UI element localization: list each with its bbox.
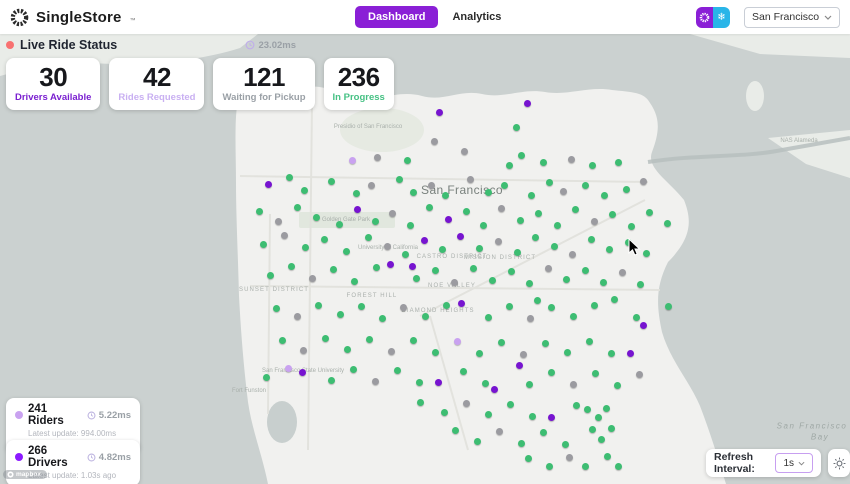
map-land-northeast: [690, 34, 850, 58]
riders-card-header: 241 Riders 5.22ms: [15, 403, 131, 427]
mapbox-icon: [7, 471, 14, 478]
live-pulse-icon: [6, 41, 14, 49]
drivers-count: 266 Drivers: [28, 445, 68, 469]
top-bar: SingleStore ™ Dashboard Analytics ❄ San …: [0, 0, 850, 34]
refresh-interval-value: 1s: [783, 457, 795, 469]
stat-label: Drivers Available: [15, 92, 92, 104]
stat-value: 30: [39, 62, 68, 92]
stat-label: Waiting for Pickup: [222, 92, 306, 104]
riders-dot-icon: [15, 411, 23, 419]
stat-value: 236: [337, 62, 380, 92]
city-select-value: San Francisco: [752, 11, 820, 23]
drivers-dot-icon: [15, 453, 23, 461]
chevron-down-icon: [798, 461, 805, 466]
drivers-last-update: Latest update: 1.03s ago: [28, 471, 117, 480]
map-land-north: [0, 34, 258, 76]
singlestore-logo-icon: [10, 8, 29, 26]
riders-latency: 5.22ms: [87, 410, 131, 421]
drivers-latency-value: 4.82ms: [98, 451, 131, 463]
stat-card-rides-requested: 42 Rides Requested: [109, 58, 205, 111]
tab-analytics[interactable]: Analytics: [452, 11, 502, 23]
refresh-interval-card: Refresh Interval: 1s: [706, 449, 822, 477]
stat-label: In Progress: [332, 92, 385, 104]
refresh-interval-label: Refresh Interval:: [714, 451, 755, 475]
sun-icon: [833, 457, 845, 469]
map-treasure-island: [746, 81, 764, 111]
clock-icon: [246, 40, 255, 50]
status-title: Live Ride Status: [20, 38, 118, 52]
refresh-bar: Refresh Interval: 1s: [706, 449, 850, 477]
map-golden-gate-park: [299, 212, 395, 228]
map-presidio: [340, 108, 424, 152]
status-header: Live Ride Status 23.02ms: [6, 38, 296, 52]
chevron-down-icon: [824, 15, 832, 20]
query-latency-value: 23.02ms: [258, 39, 296, 51]
snowflake-icon: ❄: [717, 11, 726, 23]
map-canvas[interactable]: [0, 34, 850, 484]
mapbox-label: mapbox: [16, 471, 41, 478]
mapbox-logo: mapbox: [3, 470, 47, 479]
map-lake-merced: [267, 401, 297, 443]
singlestore-icon: [699, 12, 710, 22]
drivers-card-header: 266 Drivers 4.82ms: [15, 445, 131, 469]
drivers-latency: 4.82ms: [87, 452, 131, 463]
riders-count: 241 Riders: [28, 403, 64, 427]
stat-value: 42: [142, 62, 171, 92]
clock-icon: [87, 411, 96, 419]
nav-tabs: Dashboard Analytics: [355, 0, 501, 34]
theme-toggle-button[interactable]: [828, 449, 850, 477]
stats-row: 30 Drivers Available 42 Rides Requested …: [6, 58, 394, 111]
city-select[interactable]: San Francisco: [744, 6, 840, 28]
stat-card-waiting-pickup: 121 Waiting for Pickup: [213, 58, 315, 111]
stat-value: 121: [243, 62, 285, 92]
riders-latency-value: 5.22ms: [98, 409, 131, 421]
stat-card-drivers-available: 30 Drivers Available: [6, 58, 101, 111]
status-title-row: Live Ride Status: [6, 38, 117, 52]
brand: SingleStore ™: [10, 8, 136, 27]
snowflake-toggle-button[interactable]: ❄: [713, 6, 730, 28]
refresh-interval-select[interactable]: 1s: [775, 453, 814, 473]
singlestore-toggle-button[interactable]: [696, 6, 713, 28]
top-right-controls: ❄ San Francisco: [696, 0, 840, 34]
brand-trademark: ™: [129, 17, 136, 24]
tab-dashboard[interactable]: Dashboard: [355, 6, 439, 28]
map-bay-bridge: [647, 136, 850, 164]
stat-label: Rides Requested: [118, 92, 196, 104]
live-ride-status-panel: Live Ride Status 23.02ms 30 Drivers Avai…: [6, 38, 394, 111]
map-attribution[interactable]: mapbox: [3, 470, 47, 479]
clock-icon: [87, 453, 96, 461]
database-toggle: ❄: [696, 6, 730, 28]
stat-card-in-progress: 236 In Progress: [323, 58, 394, 111]
query-latency: 23.02ms: [245, 40, 296, 51]
brand-name: SingleStore: [36, 8, 122, 26]
